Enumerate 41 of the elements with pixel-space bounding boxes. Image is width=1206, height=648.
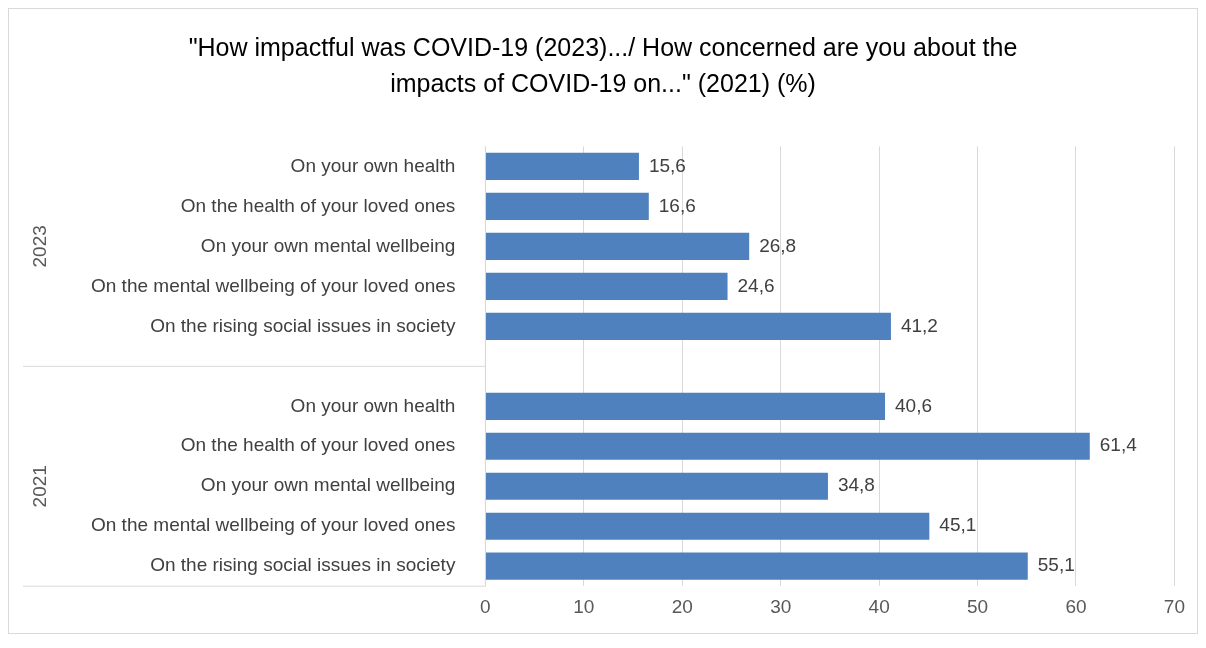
text: 2023 [29, 225, 51, 268]
bar [485, 472, 828, 500]
data-label: 24,6 [737, 274, 775, 296]
x-tick-label: 70 [1163, 595, 1185, 617]
bar [485, 192, 649, 220]
data-label: 61,4 [1099, 434, 1138, 456]
data-label: 40,6 [895, 394, 933, 416]
data-label: 41,2 [900, 314, 938, 336]
x-tick-label: 10 [573, 595, 595, 617]
y-tick-label: On your own health [290, 154, 456, 176]
chart-title: "How impactful was COVID-19 (2023).../ How concerned are you about the impacts of COVID-19 on..." (2021) (%) [187, 32, 1019, 99]
data-label: 45,1 [939, 514, 977, 536]
bar [485, 512, 930, 540]
x-tick-label: 60 [1065, 595, 1087, 617]
bar [485, 552, 1028, 580]
y-tick-label: On the rising social issues in society [150, 554, 456, 576]
x-tick-label: 50 [966, 595, 989, 617]
x-tick-label: 30 [770, 595, 792, 617]
x-tick-label: 0 [480, 595, 491, 617]
bar [485, 232, 750, 260]
data-label: 55,1 [1037, 554, 1075, 576]
x-tick-label: 20 [671, 595, 693, 617]
data-label: 16,6 [658, 194, 696, 216]
y-tick-label: On your own mental wellbeing [200, 474, 456, 496]
y-tick-label: On your own mental wellbeing [200, 234, 456, 256]
y-tick-label: On your own health [290, 394, 456, 416]
bar [485, 152, 639, 180]
bar [485, 312, 891, 340]
data-label: 15,6 [648, 154, 686, 176]
y-tick-label: On the rising social issues in society [150, 314, 456, 336]
data-label: 26,8 [759, 234, 797, 256]
text: 2021 [29, 465, 51, 508]
y-tick-label: On the health of your loved ones [180, 194, 456, 216]
y-tick-label: On the health of your loved ones [180, 434, 456, 456]
bar [485, 432, 1090, 460]
y-tick-label: On the mental wellbeing of your loved ones [91, 514, 456, 536]
y-tick-label: On the mental wellbeing of your loved ones [91, 274, 456, 296]
data-label: 34,8 [837, 474, 875, 496]
bar [485, 272, 728, 300]
x-tick-label: 40 [868, 595, 890, 617]
bar [485, 392, 886, 420]
